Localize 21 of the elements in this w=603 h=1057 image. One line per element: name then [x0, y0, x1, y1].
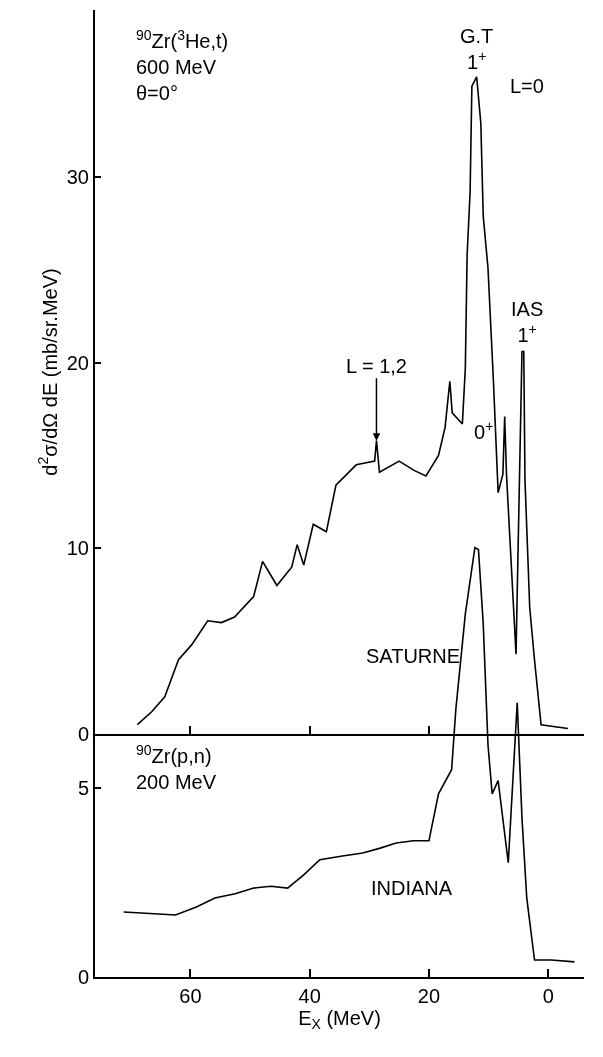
y-tick-label: 20 [66, 351, 89, 374]
x-axis-title: E$_{X}$ (MeV) [298, 1007, 381, 1033]
y-tick-label: 0 [77, 722, 89, 745]
annotation: $^{90}$Zr(p,n) 200 MeV [136, 742, 217, 794]
x-tick-label: 0 [542, 985, 554, 1007]
annotation: 0$^{+}$ [474, 418, 494, 444]
annotation: L = 1,2 [346, 355, 407, 377]
annotation: $^{90}$Zr($^{3}$He,t) 600 MeV θ=0° [136, 27, 229, 105]
y-tick-label: 5 [77, 776, 89, 799]
annotation: IAS 1$^{+}$ [511, 298, 544, 346]
x-tick-label: 40 [298, 985, 321, 1007]
annotation: G.T 1$^{+}$ [460, 25, 494, 73]
y-tick-label: 0 [77, 966, 89, 988]
y-tick-label: 10 [66, 537, 89, 560]
y-tick-label: 30 [66, 166, 89, 189]
annotation: INDIANA [371, 877, 453, 899]
x-tick-label: 60 [179, 985, 202, 1007]
annotation: SATURNE [366, 645, 461, 667]
line-series [136, 76, 569, 730]
annotation: L=0 [510, 75, 544, 97]
x-tick-label: 20 [417, 985, 441, 1007]
